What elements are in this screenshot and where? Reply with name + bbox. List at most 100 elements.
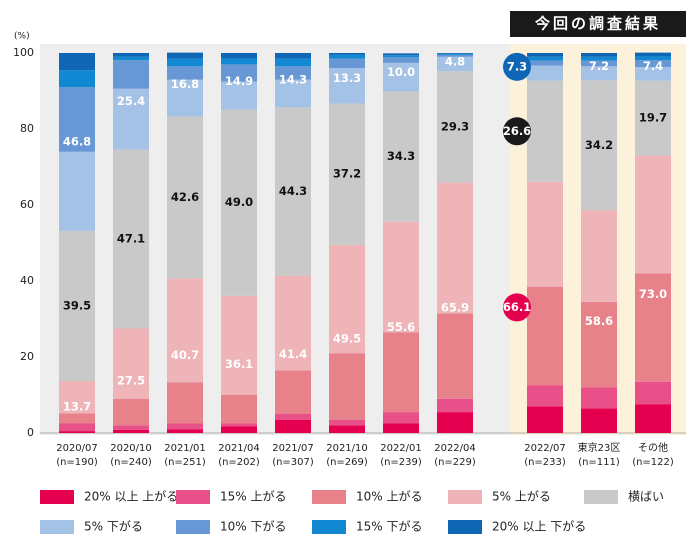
bar-segment xyxy=(59,380,95,414)
flat-label: 49.0 xyxy=(225,195,253,209)
flat-label: 42.6 xyxy=(171,190,199,204)
bar-segment xyxy=(329,58,365,69)
legend-swatch xyxy=(584,490,618,504)
x-tick-label: 2020/10 xyxy=(110,443,152,454)
bar-segment xyxy=(527,65,563,81)
bar-segment xyxy=(275,79,311,108)
flat-label: 29.3 xyxy=(441,119,469,133)
bar-segment xyxy=(383,62,419,92)
rise-total-label: 40.7 xyxy=(171,348,199,362)
bar-segment xyxy=(383,423,419,433)
x-tick-note: (n=122) xyxy=(632,457,674,468)
legend-label: 5% 下がる xyxy=(84,519,143,534)
bar-segment xyxy=(527,286,563,386)
bar-segment xyxy=(635,155,671,274)
legend-swatch xyxy=(448,520,482,534)
bar-segment xyxy=(329,68,365,104)
bar-segment xyxy=(581,60,617,67)
legend-label: 10% 上がる xyxy=(356,489,423,504)
bar-segment xyxy=(383,412,419,424)
rise-total-label: 58.6 xyxy=(585,314,613,328)
bar-segment xyxy=(113,149,149,329)
y-tick-label: 0 xyxy=(27,426,34,439)
bar-segment xyxy=(527,406,563,433)
x-tick-label: 2022/04 xyxy=(434,443,476,454)
bar-segment xyxy=(275,53,311,59)
bar-segment xyxy=(167,278,203,383)
x-tick-label: 2021/01 xyxy=(164,443,206,454)
fall-total-label: 14.3 xyxy=(279,73,307,87)
bar-segment xyxy=(275,58,311,67)
rise-total-label: 66.1 xyxy=(503,300,531,314)
flat-label: 39.5 xyxy=(63,298,91,312)
bar-segment xyxy=(437,71,473,183)
bar-segment xyxy=(221,423,257,427)
bar-segment xyxy=(59,151,95,231)
fall-total-label: 4.8 xyxy=(445,55,465,69)
x-tick-note: (n=240) xyxy=(110,457,152,468)
y-unit: (%) xyxy=(14,32,30,42)
bar-segment xyxy=(635,273,671,382)
legend-label: 20% 以上 上がる xyxy=(84,489,178,504)
bar-segment xyxy=(113,398,149,426)
bar-segment xyxy=(167,58,203,67)
bar-segment xyxy=(329,103,365,245)
bar-segment xyxy=(221,426,257,433)
bar-segment xyxy=(221,53,257,59)
bar-segment xyxy=(221,81,257,110)
x-tick-note: (n=251) xyxy=(164,457,206,468)
x-tick-note: (n=229) xyxy=(434,457,476,468)
bar-segment xyxy=(275,66,311,80)
bar-segment xyxy=(527,53,563,57)
rise-total-label: 73.0 xyxy=(639,287,667,301)
bar-segment xyxy=(527,60,563,66)
highlight-title: 今回の調査結果 xyxy=(534,15,661,33)
label-badge xyxy=(503,293,531,322)
bar-segment xyxy=(167,116,203,279)
bar-segment xyxy=(635,381,671,405)
fall-total-label: 7.4 xyxy=(643,59,663,73)
rise-total-label: 41.4 xyxy=(279,347,307,361)
legend-swatch xyxy=(40,490,74,504)
bar-segment xyxy=(275,414,311,420)
x-tick-note: (n=269) xyxy=(326,457,368,468)
legend-swatch xyxy=(176,520,210,534)
fall-total-label: 25.4 xyxy=(117,94,145,108)
bar-segment xyxy=(329,54,365,59)
bar-segment xyxy=(383,91,419,222)
label-badge xyxy=(503,117,531,146)
bar-segment xyxy=(59,53,95,71)
x-tick-note: (n=190) xyxy=(56,457,98,468)
bar-segment xyxy=(167,382,203,424)
bar-segment xyxy=(167,423,203,430)
bar-segment xyxy=(581,56,617,61)
fall-total-label: 16.8 xyxy=(171,77,199,91)
x-tick-label: 2020/07 xyxy=(56,443,98,454)
rise-total-label: 49.5 xyxy=(333,331,361,345)
bar-segment xyxy=(113,53,149,57)
bar-segment xyxy=(221,395,257,424)
fall-total-label: 13.3 xyxy=(333,71,361,85)
legend-label: 10% 下がる xyxy=(220,519,287,534)
rise-total-label: 65.9 xyxy=(441,300,469,314)
x-tick-note: (n=307) xyxy=(272,457,314,468)
x-tick-label: 2022/07 xyxy=(524,443,566,454)
bar-segment xyxy=(59,413,95,424)
x-tick-note: (n=233) xyxy=(524,457,566,468)
legend-label: 15% 上がる xyxy=(220,489,287,504)
x-tick-label: その他 xyxy=(638,441,668,454)
flat-label: 34.2 xyxy=(585,138,613,152)
x-tick-label: 東京23区 xyxy=(578,441,621,454)
bar-segment xyxy=(581,53,617,57)
bar-segment xyxy=(437,398,473,413)
bar-segment xyxy=(59,87,95,152)
y-tick-label: 40 xyxy=(20,274,34,287)
bar-segment xyxy=(527,181,563,287)
bar-segment xyxy=(329,244,365,354)
x-tick-note: (n=111) xyxy=(578,457,620,468)
x-tick-label: 2021/10 xyxy=(326,443,368,454)
bar-segment xyxy=(59,431,95,433)
legend-label: 20% 以上 下がる xyxy=(492,519,586,534)
bar-segment xyxy=(383,332,419,413)
rise-total-label: 36.1 xyxy=(225,357,253,371)
